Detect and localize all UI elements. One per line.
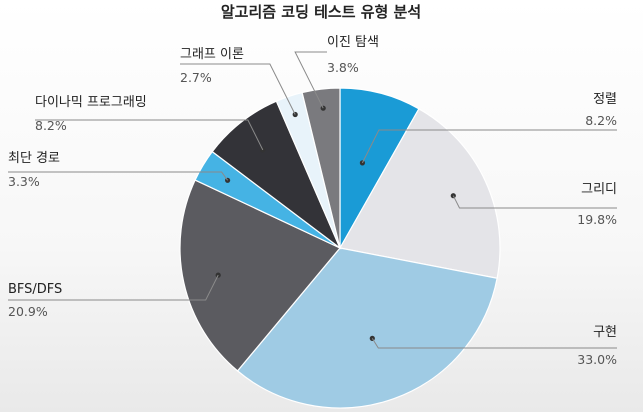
leader-line — [35, 119, 264, 151]
chart-title: 알고리즘 코딩 테스트 유형 분석 — [221, 3, 421, 21]
leader-line — [180, 63, 296, 115]
slice-label: 최단 경로 — [8, 151, 60, 166]
leader-line — [371, 338, 617, 349]
slice-value-label: 3.3% — [8, 174, 40, 189]
slice-value-label: 19.8% — [577, 212, 617, 227]
slice-value-label: 3.8% — [327, 60, 359, 75]
slice-marker-dot — [450, 193, 456, 199]
slice-label: 이진 탐색 — [327, 35, 379, 50]
slice-label: 다이나믹 프로그래밍 — [35, 95, 147, 110]
slice-label: 구현 — [593, 325, 617, 340]
leader-line — [452, 195, 617, 209]
slice-label: 정렬 — [593, 92, 617, 107]
slice-value-label: 33.0% — [577, 352, 617, 367]
pie-slice — [301, 87, 341, 249]
slice-value-label: 8.2% — [35, 118, 67, 133]
leader-line — [294, 51, 327, 109]
pie-slice — [236, 247, 498, 409]
leader-lines — [8, 51, 617, 349]
pie-slices — [179, 87, 501, 409]
slice-value-label: 8.2% — [585, 113, 617, 128]
slice-value-label: 20.9% — [8, 304, 48, 319]
leader-line — [361, 129, 617, 164]
slice-labels: 정렬 8.2% 그리디 19.8% 구현 33.0% BFS/DFS 20.9% 최단 경로 3.… — [8, 35, 617, 367]
slice-value-label: 2.7% — [180, 70, 212, 85]
leader-line — [8, 274, 219, 301]
pie-slice — [339, 107, 501, 279]
slice-label: 그래프 이론 — [180, 47, 244, 62]
leader-line — [8, 171, 229, 181]
slice-label: BFS/DFS — [8, 282, 62, 297]
pie-slice — [179, 179, 341, 372]
slice-label: 그리디 — [581, 182, 617, 197]
